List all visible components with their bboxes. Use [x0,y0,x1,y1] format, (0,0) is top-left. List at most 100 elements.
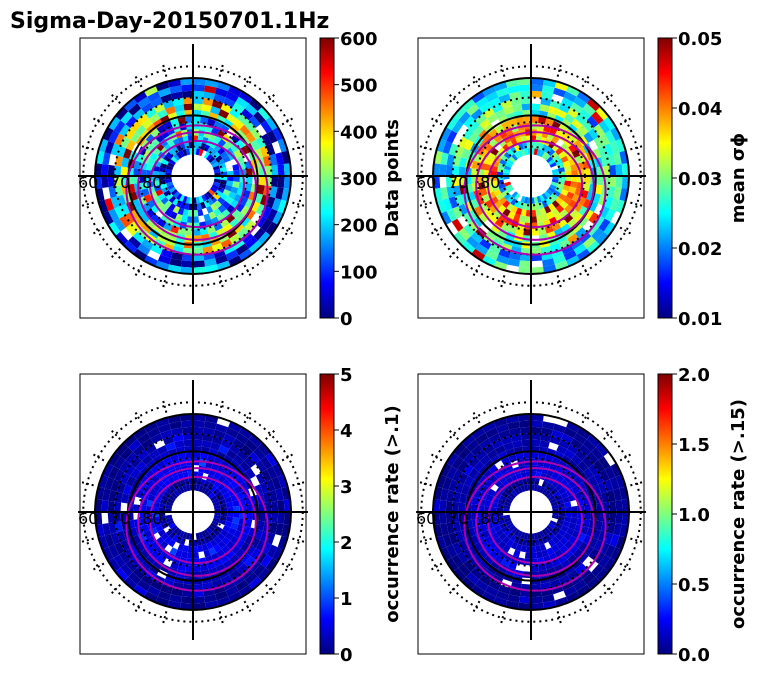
heatmap-cell [147,494,156,502]
heatmap-cell [108,221,121,236]
heatmap-cell [452,521,461,533]
heatmap-cell [573,243,587,256]
heatmap-cell [147,427,161,439]
heatmap-cell [554,596,569,607]
heatmap-cell [188,141,193,149]
heatmap-cell [519,254,531,262]
heatmap-cell [566,527,575,536]
heatmap-cell [510,205,518,214]
heatmap-cell [463,115,476,128]
heatmap-cell [170,252,183,261]
heatmap-cell [212,193,221,201]
heatmap-cell [575,449,587,461]
heatmap-cell [141,524,150,533]
heatmap-cell [203,193,210,201]
heatmap-cell [206,225,216,234]
heatmap-cell [544,191,551,199]
heatmap-cell [176,193,183,201]
heatmap-cell [453,231,467,246]
heatmap-cell [433,176,441,189]
heatmap-cell [512,104,523,113]
heatmap-cell [233,169,240,176]
heatmap-cell [478,182,486,190]
heatmap-cell [577,552,589,564]
heatmap-cell [204,594,217,603]
heatmap-cell [483,208,494,219]
heatmap-cell [500,99,513,109]
heatmap-cell [120,472,131,485]
heatmap-cell [479,524,488,533]
heatmap-cell [167,498,175,504]
heatmap-cell [546,525,554,532]
heatmap-cell [475,96,489,109]
heatmap-cell [212,501,220,507]
heatmap-cell [440,211,452,225]
heatmap-cell [513,200,521,208]
heatmap-cell [133,427,148,440]
heatmap-cell [230,208,241,219]
heatmap-cell [478,548,489,559]
heatmap-cell [250,139,260,151]
heatmap-cell [567,123,578,134]
heatmap-cell [475,579,489,592]
heatmap-cell [207,534,214,542]
heatmap-cell [182,485,188,493]
heatmap-cell [440,463,452,477]
heatmap-cell [137,243,151,256]
heatmap-cell [535,209,542,217]
heatmap-cell [193,84,205,92]
heatmap-cell [113,456,126,470]
heatmap-cell [466,236,480,249]
latitude-label: 80 [142,509,162,528]
heatmap-cell [586,98,601,112]
heatmap-cell [160,248,173,259]
heatmap-cell [152,170,159,176]
heatmap-cell [283,163,291,176]
heatmap-cell [566,85,580,97]
heatmap-cell [104,140,115,154]
heatmap-cell [230,133,241,144]
heatmap-cell [155,81,170,92]
heatmap-cell [141,222,153,234]
heatmap-cell [536,551,544,559]
heatmap-cell [451,554,464,568]
heatmap-cell [180,266,193,274]
heatmap-cell [468,209,479,221]
heatmap-cell [220,151,229,159]
heatmap-cell [598,456,611,470]
heatmap-cell [200,142,207,151]
heatmap-cell [114,491,123,503]
heatmap-cell [245,209,256,221]
heatmap-cell [593,124,605,137]
heatmap-cell [250,128,262,140]
heatmap-cell [177,563,186,572]
heatmap-cell [232,574,245,586]
heatmap-cell [523,148,529,156]
heatmap-cell [200,227,209,236]
heatmap-cell [536,215,544,223]
heatmap-cell [531,571,540,579]
heatmap-cell [120,111,133,125]
heatmap-cell [515,116,524,125]
heatmap-cell [503,514,511,520]
heatmap-cell [203,200,211,208]
heatmap-cell [470,108,483,121]
heatmap-cell [531,254,543,262]
heatmap-cell [506,148,514,157]
heatmap-cell [560,155,569,163]
heatmap-cell [554,549,564,559]
heatmap-cell [464,139,474,151]
heatmap-cell [603,532,614,545]
heatmap-cell [241,444,254,457]
heatmap-cell [542,594,555,603]
heatmap-cell [571,505,578,512]
heatmap-cell [446,208,458,222]
heatmap-cell [233,505,240,512]
heatmap-cell [436,199,447,214]
heatmap-cell [101,500,109,512]
heatmap-cell [213,168,221,174]
heatmap-cell [250,537,260,549]
heatmap-cell [560,118,572,129]
heatmap-cell [613,488,622,501]
heatmap-cell [503,487,512,495]
